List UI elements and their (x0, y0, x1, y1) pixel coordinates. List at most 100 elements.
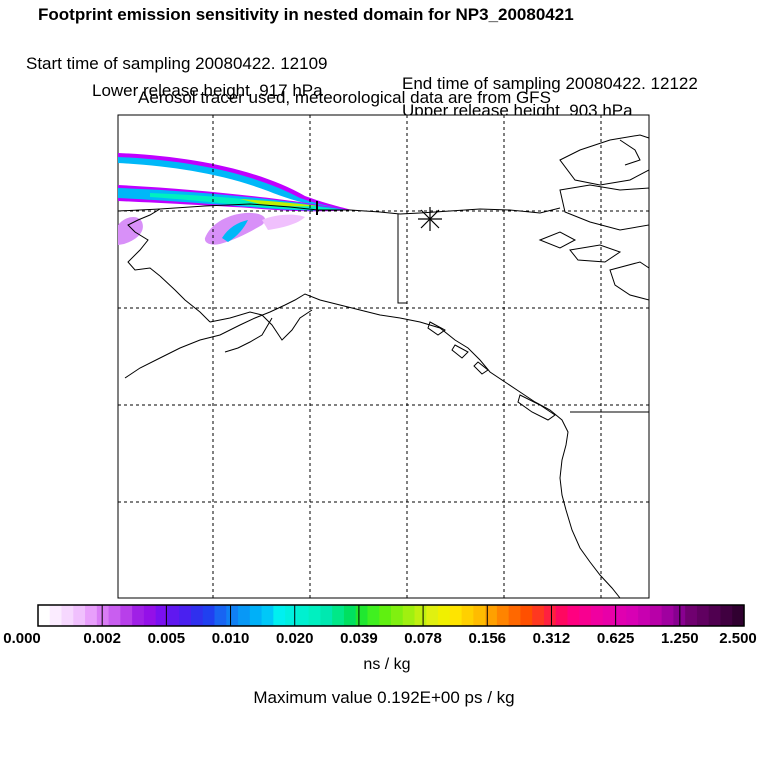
colorbar-segment (438, 605, 451, 626)
plume-mid-arc (118, 157, 350, 210)
start-time-label: Start time of sampling 20080422. 12109 (26, 54, 328, 73)
colorbar-segment (461, 605, 474, 626)
colorbar-tick-label: 0.010 (211, 630, 250, 647)
alaska-interior-coast (224, 317, 273, 353)
colorbar-segment (261, 605, 274, 626)
colorbar-segment (685, 605, 698, 626)
colorbar-segment (567, 605, 580, 626)
colorbar-segment (249, 605, 263, 626)
hudson-coast (619, 139, 641, 166)
max-value-label: Maximum value 0.192E+00 ps / kg (253, 688, 515, 707)
colorbar-segment (202, 605, 216, 626)
colorbar-segment (367, 605, 380, 626)
colorbar-tick-label: 0.156 (468, 630, 507, 647)
colorbar-segment (155, 605, 169, 626)
grid-lines (118, 115, 649, 598)
colorbar-segment (638, 605, 651, 626)
colorbar-segment (61, 605, 74, 626)
plume-blob-west (118, 216, 143, 245)
colorbar-tick-label: 0.039 (340, 630, 378, 647)
panhandle-islands (427, 321, 489, 375)
colorbar-tick-label: 0.002 (83, 630, 121, 647)
colorbar-segment (85, 605, 98, 626)
colorbar-segment (508, 605, 522, 626)
colorbar-segment (273, 605, 286, 626)
colorbar-segment (108, 605, 121, 626)
coastlines (117, 134, 650, 599)
bc-coast (399, 317, 621, 599)
colorbar-segment (190, 605, 204, 626)
colorbar-segment (473, 605, 486, 626)
colorbar-segment (543, 605, 557, 626)
colorbar-segment (449, 605, 463, 626)
arctic-island-2 (559, 184, 650, 231)
colorbar-segment (591, 605, 604, 626)
colorbar-tick-label: 0.005 (147, 630, 186, 647)
colorbar-segments (38, 605, 745, 626)
arctic-island-3 (569, 244, 622, 263)
colorbar-segment (649, 605, 663, 626)
colorbar-segment (308, 605, 321, 626)
alaska-south-coast-2 (209, 309, 313, 341)
colorbar-tick-label: 0.020 (275, 630, 314, 647)
vancouver-island (517, 394, 556, 421)
colorbar-tick-label: 0.625 (596, 630, 635, 647)
colorbar-segment (379, 605, 392, 626)
colorbar-segment (355, 605, 369, 626)
colorbar-segment (626, 605, 639, 626)
colorbar-segment (696, 605, 710, 626)
colorbar-segment (391, 605, 404, 626)
colorbar-tick-label: 2.500 (719, 630, 757, 647)
colorbar-unit: ns / kg (363, 656, 411, 673)
colorbar-segment (167, 605, 180, 626)
colorbar-segment (732, 605, 745, 626)
arctic-island-5 (538, 231, 577, 249)
colorbar-segment (296, 605, 310, 626)
colorbar-segment (579, 605, 592, 626)
alaska-bering-coast (159, 275, 211, 323)
us-canada-border-alaska (397, 214, 407, 304)
colorbar-segment (179, 605, 192, 626)
arctic-island-4 (609, 261, 650, 301)
alaska-peninsula (124, 293, 401, 379)
colorbar-segment (485, 605, 498, 626)
colorbar-segment (226, 605, 239, 626)
alaska-north-coast (117, 203, 561, 215)
colorbar-segment (555, 605, 569, 626)
colorbar-segment (532, 605, 545, 626)
colorbar-segment (49, 605, 63, 626)
colorbar-segment (720, 605, 733, 626)
colorbar-tick-label: 0.078 (404, 630, 442, 647)
colorbar-segment (238, 605, 251, 626)
colorbar-segment (614, 605, 627, 626)
colorbar-segment (661, 605, 674, 626)
colorbar-segment (120, 605, 133, 626)
arctic-island-1 (559, 134, 650, 186)
colorbar-segment (520, 605, 533, 626)
colorbar-segment (285, 605, 298, 626)
end-time-label: End time of sampling 20080422. 12122 (402, 74, 698, 93)
colorbar-segment (96, 605, 110, 626)
colorbar-segment (414, 605, 427, 626)
colorbar-segment (214, 605, 227, 626)
colorbar-segment (38, 605, 51, 626)
colorbar-segment (332, 605, 345, 626)
colorbar-tick-label: 0.312 (532, 630, 571, 647)
plume-core (240, 199, 318, 207)
colorbar-tick-label: 0.000 (3, 630, 41, 647)
plume (118, 153, 352, 245)
colorbar-segment (402, 605, 416, 626)
colorbar-frame (37, 604, 745, 627)
colorbar-segment (602, 605, 616, 626)
colorbar-segment (143, 605, 157, 626)
colorbar-segment (343, 605, 357, 626)
colorbar-dividers (101, 605, 681, 626)
receptor-location (418, 207, 442, 231)
colorbar-segment (426, 605, 439, 626)
colorbar-tick-label: 1.250 (661, 630, 699, 647)
colorbar-segment (320, 605, 333, 626)
tracer-info: Aerosol tracer used, meteorological data… (138, 88, 551, 107)
lower-release-label: Lower release height 917 hPa (92, 81, 323, 100)
